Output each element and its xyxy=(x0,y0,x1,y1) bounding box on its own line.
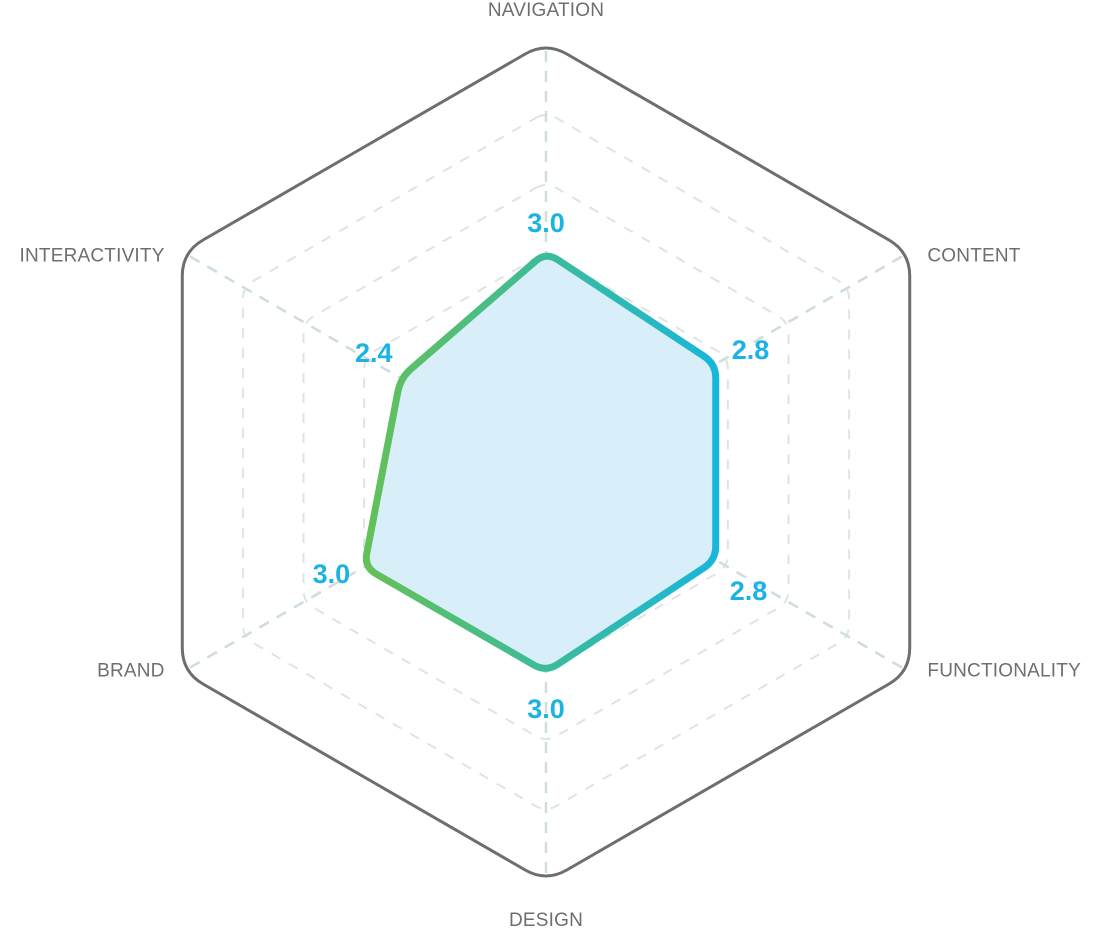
axis-label-design: DESIGN xyxy=(509,910,583,928)
grid-ring-4 xyxy=(302,184,790,740)
value-label-layer: 3.0 2.8 2.8 3.0 3.0 2.4 xyxy=(313,208,770,724)
axis-label-navigation: NAVIGATION xyxy=(488,0,604,21)
grid-ring-5 xyxy=(241,114,851,810)
axis-label-layer: NAVIGATION CONTENT FUNCTIONALITY DESIGN BRAN… xyxy=(19,0,1081,928)
value-label-interactivity: 2.4 xyxy=(355,338,393,368)
value-label-navigation: 3.0 xyxy=(527,208,565,238)
axis-label-functionality: FUNCTIONALITY xyxy=(927,661,1081,682)
outer-hexagon xyxy=(180,46,912,878)
axis-label-brand: BRAND xyxy=(97,661,165,682)
value-label-design: 3.0 xyxy=(527,694,565,724)
value-label-functionality: 2.8 xyxy=(730,576,768,606)
data-layer xyxy=(362,252,720,672)
value-label-content: 2.8 xyxy=(732,335,770,365)
axis-label-interactivity: INTERACTIVITY xyxy=(19,246,164,267)
data-polygon xyxy=(362,252,720,672)
axis-label-content: CONTENT xyxy=(927,246,1020,267)
value-label-brand: 3.0 xyxy=(313,559,351,589)
outline-layer xyxy=(180,46,912,878)
